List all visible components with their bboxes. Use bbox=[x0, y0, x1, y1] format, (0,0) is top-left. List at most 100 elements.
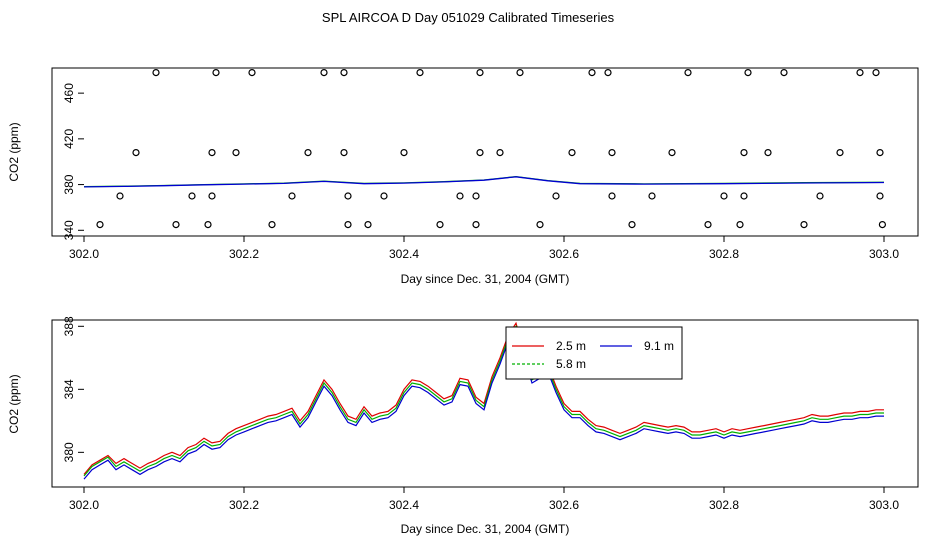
x-axis-top: 302.0 302.2 302.4 302.6 302.8 303.0 bbox=[69, 236, 899, 261]
scatter-point bbox=[856, 68, 864, 77]
y-tick-label: 388 bbox=[62, 316, 76, 336]
scatter-point bbox=[668, 149, 676, 157]
scatter-point bbox=[400, 149, 408, 157]
x-tick-label: 303.0 bbox=[869, 247, 899, 261]
series-line-9-1-m bbox=[83, 328, 884, 480]
scatter-point bbox=[476, 68, 484, 77]
scatter-point bbox=[172, 221, 180, 229]
series-line-5-8-m bbox=[83, 324, 884, 477]
scatter-point bbox=[800, 221, 808, 229]
scatter-point bbox=[552, 192, 560, 200]
scatter-point bbox=[436, 221, 444, 229]
x-axis-label-top: Day since Dec. 31, 2004 (GMT) bbox=[401, 272, 570, 286]
scatter-point bbox=[416, 68, 424, 77]
scatter-point bbox=[204, 221, 212, 229]
x-tick-label: 302.2 bbox=[229, 498, 259, 512]
x-axis-bottom: 302.0 302.2 302.4 302.6 302.8 303.0 bbox=[69, 487, 899, 512]
scatter-point bbox=[740, 192, 748, 200]
scatter-point bbox=[188, 192, 196, 200]
scatter-point bbox=[248, 68, 256, 77]
scatter-point bbox=[536, 221, 544, 229]
scatter-point bbox=[476, 149, 484, 157]
x-tick-label: 302.4 bbox=[389, 498, 419, 512]
scatter-point bbox=[344, 192, 352, 200]
scatter-point bbox=[344, 221, 352, 229]
y-tick-label: 384 bbox=[62, 379, 76, 399]
scatter-point bbox=[132, 149, 140, 157]
legend-label-2-5m: 2.5 m bbox=[556, 339, 586, 353]
y-axis-bottom: 380 384 388 bbox=[62, 316, 84, 462]
scatter-point bbox=[288, 192, 296, 200]
scatter-point bbox=[744, 68, 752, 77]
scatter-point bbox=[340, 149, 348, 157]
x-tick-label: 302.4 bbox=[389, 247, 419, 261]
scatter-point bbox=[320, 68, 328, 77]
y-tick-label: 380 bbox=[62, 442, 76, 462]
scatter-point bbox=[340, 68, 348, 77]
scatter-point bbox=[568, 149, 576, 157]
y-axis-label-bottom: CO2 (ppm) bbox=[7, 374, 21, 433]
scatter-point bbox=[628, 221, 636, 229]
scatter-point bbox=[472, 221, 480, 229]
legend: 2.5 m 9.1 m 5.8 m bbox=[505, 326, 683, 380]
scatter-point bbox=[780, 68, 788, 77]
y-axis-top: 340 380 420 460 bbox=[62, 83, 84, 240]
scatter-point bbox=[380, 192, 388, 200]
x-tick-label: 302.8 bbox=[709, 247, 739, 261]
scatter-point bbox=[472, 192, 480, 200]
y-tick-label: 460 bbox=[62, 83, 76, 103]
scatter-point bbox=[648, 192, 656, 200]
scatter-point bbox=[608, 192, 616, 200]
scatter-point bbox=[872, 68, 880, 77]
scatter-point bbox=[764, 149, 772, 157]
scatter-points-top bbox=[96, 68, 887, 229]
y-tick-label: 420 bbox=[62, 129, 76, 149]
scatter-point bbox=[456, 192, 464, 200]
plot-frame-bottom bbox=[51, 319, 919, 488]
legend-label-9-1m: 9.1 m bbox=[644, 339, 674, 353]
y-tick-label: 340 bbox=[62, 220, 76, 240]
y-tick-label: 380 bbox=[62, 174, 76, 194]
figure-title: SPL AIRCOA D Day 051029 Calibrated Times… bbox=[322, 10, 615, 25]
scatter-point bbox=[212, 68, 220, 77]
scatter-point bbox=[836, 149, 844, 157]
x-tick-label: 302.2 bbox=[229, 247, 259, 261]
scatter-point bbox=[876, 192, 884, 200]
x-tick-label: 303.0 bbox=[869, 498, 899, 512]
scatter-point bbox=[268, 221, 276, 229]
plot-frame-top bbox=[51, 67, 919, 237]
scatter-point bbox=[232, 149, 240, 157]
scatter-point bbox=[720, 192, 728, 200]
series-line-blue bbox=[83, 176, 885, 188]
scatter-point bbox=[304, 149, 312, 157]
scatter-point bbox=[740, 149, 748, 157]
scatter-point bbox=[496, 149, 504, 157]
scatter-point bbox=[588, 68, 596, 77]
scatter-point bbox=[876, 149, 884, 157]
series-lines-bottom bbox=[83, 321, 884, 480]
scatter-point bbox=[608, 149, 616, 157]
scatter-point bbox=[816, 192, 824, 200]
scatter-point bbox=[704, 221, 712, 229]
x-tick-label: 302.6 bbox=[549, 247, 579, 261]
x-tick-label: 302.0 bbox=[69, 498, 99, 512]
y-axis-label-top: CO2 (ppm) bbox=[7, 122, 21, 181]
scatter-point bbox=[684, 68, 692, 77]
x-axis-label-bottom: Day since Dec. 31, 2004 (GMT) bbox=[401, 522, 570, 536]
series-line-2-5-m bbox=[83, 321, 884, 475]
x-tick-label: 302.8 bbox=[709, 498, 739, 512]
scatter-point bbox=[208, 192, 216, 200]
scatter-point bbox=[208, 149, 216, 157]
scatter-point bbox=[152, 68, 160, 77]
scatter-point bbox=[96, 221, 104, 229]
series-lines-top bbox=[83, 175, 885, 188]
legend-label-5-8m: 5.8 m bbox=[556, 357, 586, 371]
x-tick-label: 302.6 bbox=[549, 498, 579, 512]
scatter-point bbox=[878, 221, 887, 229]
panel-bottom-lines: 302.0 302.2 302.4 302.6 302.8 303.0 380 384 388… bbox=[7, 316, 919, 536]
scatter-point bbox=[364, 221, 372, 229]
panel-top-scatter: 302.0 302.2 302.4 302.6 302.8 303.0 340 380 420… bbox=[7, 67, 919, 286]
legend-box bbox=[505, 326, 683, 380]
scatter-point bbox=[516, 68, 524, 77]
